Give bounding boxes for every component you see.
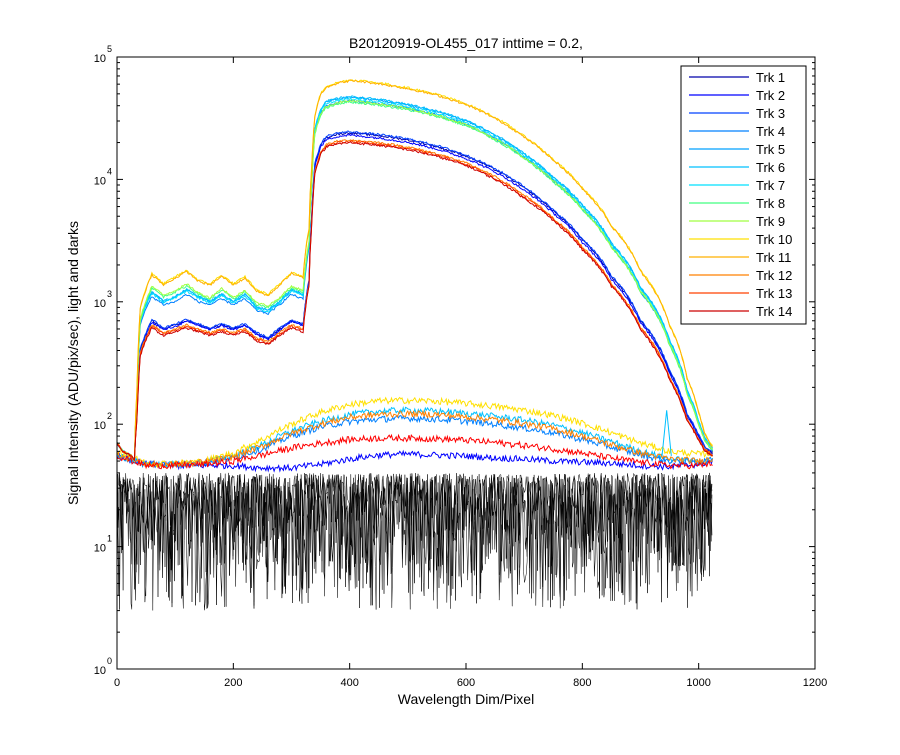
y-tick-exponent: 2	[107, 411, 112, 421]
legend-label: Trk 8	[756, 196, 785, 211]
legend-label: Trk 7	[756, 178, 785, 193]
x-tick-label: 0	[114, 677, 120, 689]
legend-label: Trk 14	[756, 304, 792, 319]
y-axis-label: Signal Intensity (ADU/pix/sec), light an…	[65, 221, 81, 505]
legend-label: Trk 11	[756, 250, 791, 265]
x-axis: 0 200 400 600 800 1000 1200	[114, 57, 827, 689]
x-tick-label: 200	[224, 677, 242, 689]
light-series-layer	[117, 79, 714, 464]
legend: Trk 1 Trk 2 Trk 3 Trk 4 Trk 5 Trk 6 Trk 7 Trk 8…	[680, 65, 807, 325]
series-line-trk-14	[117, 141, 713, 462]
spike-line	[661, 410, 672, 457]
legend-box	[680, 65, 807, 325]
x-tick-label: 800	[573, 677, 591, 689]
y-tick-label: 10	[94, 53, 106, 65]
low-signal-line	[117, 396, 714, 468]
x-tick-label: 1200	[803, 677, 827, 689]
x-tick-label: 1000	[686, 677, 710, 689]
dark-frame-line	[117, 472, 713, 611]
y-tick-label: 10	[94, 420, 106, 432]
y-tick-label: 10	[94, 543, 106, 555]
legend-label: Trk 3	[756, 106, 785, 121]
legend-label: Trk 10	[756, 232, 792, 247]
series-line-trk-11	[117, 79, 713, 462]
low-signal-line	[117, 409, 714, 469]
y-tick-exponent: 3	[107, 289, 112, 299]
low-signal-line	[117, 433, 713, 470]
x-axis-label: Wavelength Dim/Pixel	[398, 691, 534, 707]
legend-label: Trk 9	[756, 214, 785, 229]
series-line-trk-9	[117, 99, 713, 462]
legend-label: Trk 13	[756, 286, 792, 301]
low-signal-line	[117, 449, 714, 473]
y-tick-label: 10	[94, 298, 106, 310]
y-tick-label: 10	[94, 175, 106, 187]
legend-label: Trk 4	[756, 124, 785, 139]
legend-label: Trk 6	[756, 160, 785, 175]
y-tick-exponent: 5	[107, 44, 112, 54]
legend-label: Trk 12	[756, 268, 792, 283]
y-tick-exponent: 1	[107, 534, 112, 544]
series-line-trk-7	[117, 97, 714, 463]
dark-frame-line	[117, 473, 713, 610]
x-tick-label: 600	[457, 677, 475, 689]
series-line-trk-3	[117, 130, 713, 464]
y-tick-exponent: 4	[107, 166, 112, 176]
y-tick-exponent: 0	[107, 656, 112, 666]
dark-frames-layer	[117, 472, 713, 611]
series-line-trk-2	[117, 133, 713, 462]
legend-label: Trk 2	[756, 88, 785, 103]
chart-title: B20120919-OL455_017 inttime = 0.2,	[349, 35, 583, 51]
y-tick-label: 10	[94, 665, 106, 677]
legend-label: Trk 5	[756, 142, 785, 157]
low-signal-layer	[117, 396, 714, 473]
legend-label: Trk 1	[756, 70, 785, 85]
x-tick-label: 400	[340, 677, 358, 689]
